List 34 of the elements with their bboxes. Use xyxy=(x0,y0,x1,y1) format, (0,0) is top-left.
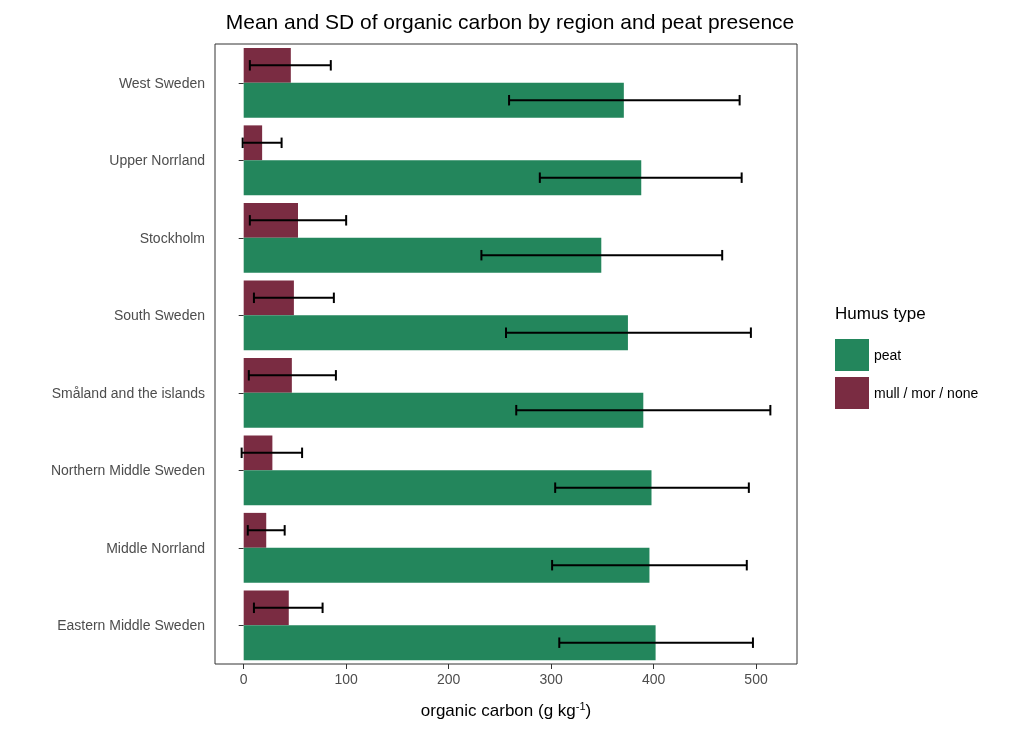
x-tick-label: 400 xyxy=(641,671,666,687)
x-tick-label: 100 xyxy=(334,671,359,687)
bar xyxy=(243,280,294,316)
legend-label: peat xyxy=(874,347,902,363)
bar xyxy=(243,315,628,351)
y-tick-label: Eastern Middle Sweden xyxy=(57,617,205,634)
y-tick-label: Northern Middle Sweden xyxy=(50,462,205,479)
y-tick-label: Stockholm xyxy=(139,229,205,246)
x-tick-label: 0 xyxy=(239,671,248,687)
bar xyxy=(243,512,267,548)
x-tick-label: 200 xyxy=(436,671,461,687)
bar xyxy=(243,357,292,393)
bar xyxy=(243,237,602,273)
x-tick-label: 500 xyxy=(744,671,768,687)
bar xyxy=(243,47,291,83)
bar xyxy=(243,125,263,161)
legend-label: mull / mor / none xyxy=(874,385,979,401)
y-tick-label: South Sweden xyxy=(113,307,205,324)
bar xyxy=(243,202,298,238)
legend-title: Humus type xyxy=(835,304,926,323)
bar xyxy=(243,625,656,661)
bar xyxy=(243,160,642,196)
bar xyxy=(243,392,644,428)
y-tick-label: Middle Norrland xyxy=(106,539,205,556)
bar xyxy=(243,547,650,583)
y-tick-label: West Sweden xyxy=(118,74,205,91)
chart-title: Mean and SD of organic carbon by region and peat presence xyxy=(225,10,795,33)
bar xyxy=(243,470,652,506)
bar xyxy=(243,590,289,626)
y-tick-label: Småland and the islands xyxy=(51,384,205,401)
y-tick-label: Upper Norrland xyxy=(109,152,205,169)
bar xyxy=(243,435,273,471)
bar xyxy=(243,82,624,118)
x-tick-label: 300 xyxy=(539,671,563,687)
